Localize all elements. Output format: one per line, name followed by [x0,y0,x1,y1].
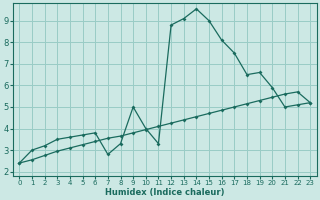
X-axis label: Humidex (Indice chaleur): Humidex (Indice chaleur) [105,188,225,197]
